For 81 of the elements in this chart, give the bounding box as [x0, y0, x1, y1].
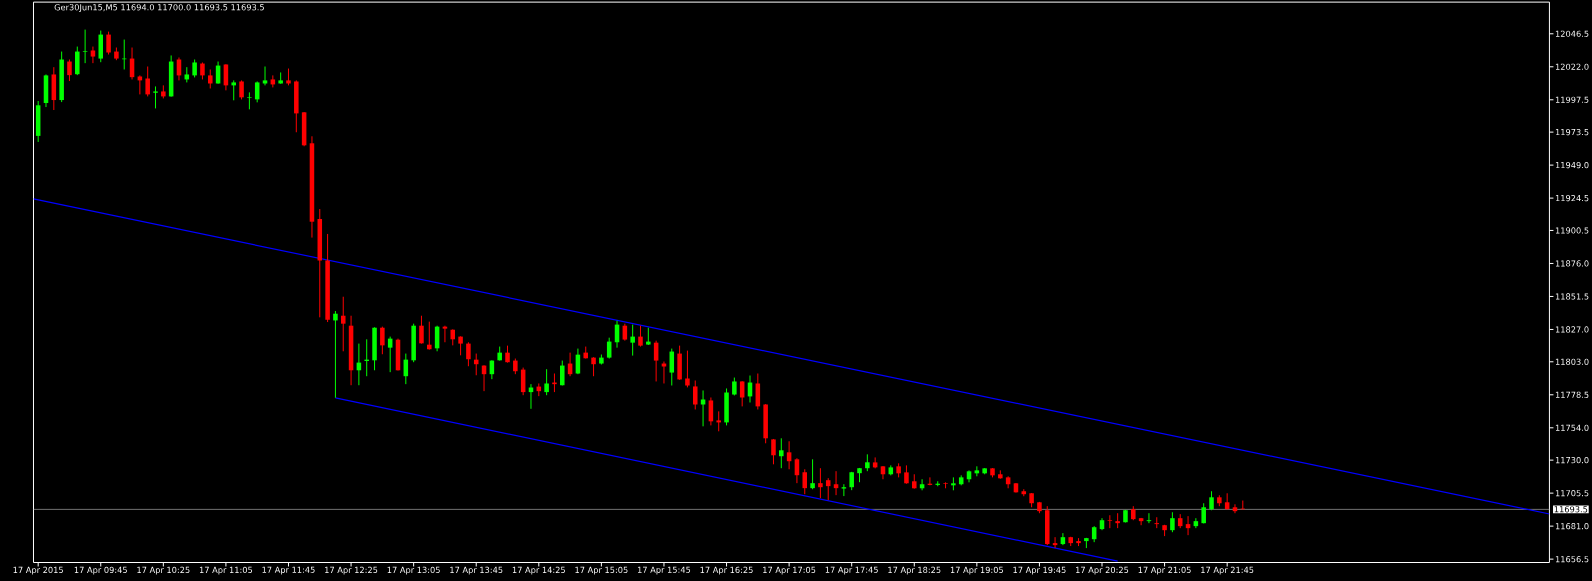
candlestick: [239, 79, 244, 100]
y-tick-label: 11827.0: [1555, 326, 1589, 333]
candlestick: [779, 437, 784, 469]
y-tick-label: 11778.5: [1555, 391, 1589, 398]
candlestick: [661, 360, 667, 384]
x-tick-label: 17 Apr 09:45: [74, 566, 127, 575]
candlestick: [1170, 511, 1175, 533]
candlestick: [685, 349, 690, 388]
y-tick-label: 12022.0: [1555, 63, 1589, 70]
candlestick: [106, 30, 111, 55]
y-tick-label: 11900.5: [1555, 227, 1589, 234]
x-tick-label: 17 Apr 18:25: [888, 566, 941, 575]
x-tick-label: 17 Apr 14:25: [512, 566, 565, 575]
candlestick: [544, 368, 549, 396]
y-tick-label: 11851.5: [1555, 293, 1589, 300]
y-tick-label: 11997.5: [1555, 96, 1589, 103]
candlestick: [771, 438, 776, 465]
candlestick: [841, 483, 847, 497]
candlestick: [904, 464, 909, 484]
candlestick: [90, 45, 96, 64]
y-tick-label: 11949.0: [1555, 161, 1589, 169]
x-tick-label: 17 Apr 20:25: [1076, 566, 1129, 575]
candlestick: [1154, 516, 1160, 529]
chart-title: Ger30Jun15,M5 11694.0 11700.0 11693.5 11693.5: [54, 3, 264, 12]
candlestick: [466, 341, 471, 367]
y-tick-label: 12046.5: [1555, 30, 1589, 37]
x-tick-label: 17 Apr 17:45: [825, 566, 878, 575]
x-tick-label: 17 Apr 10:25: [137, 566, 190, 575]
x-tick-label: 17 Apr 21:05: [1138, 566, 1191, 575]
x-tick-label: 17 Apr 2015: [13, 566, 63, 575]
y-tick-label: 11924.5: [1555, 194, 1589, 202]
y-tick-label: 11705.5: [1555, 489, 1589, 497]
y-tick-label: 11803.0: [1555, 358, 1589, 365]
candlestick: [340, 296, 346, 352]
x-tick-label: 17 Apr 15:05: [575, 566, 628, 575]
x-tick-label: 17 Apr 19:05: [950, 566, 1003, 575]
candlestick: [591, 356, 596, 377]
y-tick-label: 11876.0: [1555, 260, 1589, 267]
x-tick-label: 17 Apr 17:05: [763, 566, 816, 575]
candlestick: [153, 85, 158, 109]
x-tick-label: 17 Apr 15:45: [637, 566, 691, 575]
candlestick: [247, 91, 252, 110]
candlestick: [1138, 517, 1144, 526]
candlestick: [380, 325, 385, 355]
candlestick: [145, 65, 150, 97]
y-tick-label: 11973.5: [1555, 128, 1589, 136]
candlestick: [67, 58, 72, 82]
y-tick-label: 11754.0: [1555, 424, 1589, 431]
x-tick-label: 17 Apr 11:05: [199, 566, 253, 575]
candlestick: [231, 79, 236, 101]
candlestick: [630, 323, 635, 356]
candlestick: [419, 315, 424, 344]
candlestick: [638, 324, 643, 347]
candlestick: [818, 467, 823, 499]
x-tick-label: 17 Apr 21:45: [1201, 566, 1254, 575]
ref-line-label: 11693.5: [1554, 505, 1588, 513]
candlestick: [802, 468, 808, 495]
candlestick: [75, 45, 80, 76]
candlestick: [716, 410, 721, 432]
candlestick: [208, 68, 213, 89]
y-tick-label: 11656.5: [1555, 555, 1589, 563]
x-tick-label: 17 Apr 13:05: [387, 566, 440, 575]
candlestick: [692, 379, 698, 410]
candlestick: [1146, 512, 1152, 524]
candlestick: [82, 28, 88, 64]
x-tick-label: 17 Apr 16:25: [700, 566, 753, 575]
candlestick: [786, 440, 792, 470]
x-tick-label: 17 Apr 12:25: [325, 566, 378, 575]
candlestick: [1107, 514, 1113, 529]
y-tick-label: 11730.0: [1555, 456, 1589, 464]
x-tick-label: 17 Apr 11:45: [262, 566, 315, 575]
candlestick: [560, 359, 565, 386]
candlestick: [1209, 490, 1214, 511]
x-tick-label: 17 Apr 13:45: [450, 566, 503, 575]
x-tick-label: 17 Apr 19:45: [1013, 566, 1066, 575]
candlestick: [810, 458, 815, 490]
y-tick-label: 11681.0: [1555, 522, 1589, 530]
candlestick: [98, 29, 104, 63]
candlestick: [427, 320, 432, 350]
candlestick: [333, 310, 338, 399]
candlestick: [458, 335, 463, 356]
